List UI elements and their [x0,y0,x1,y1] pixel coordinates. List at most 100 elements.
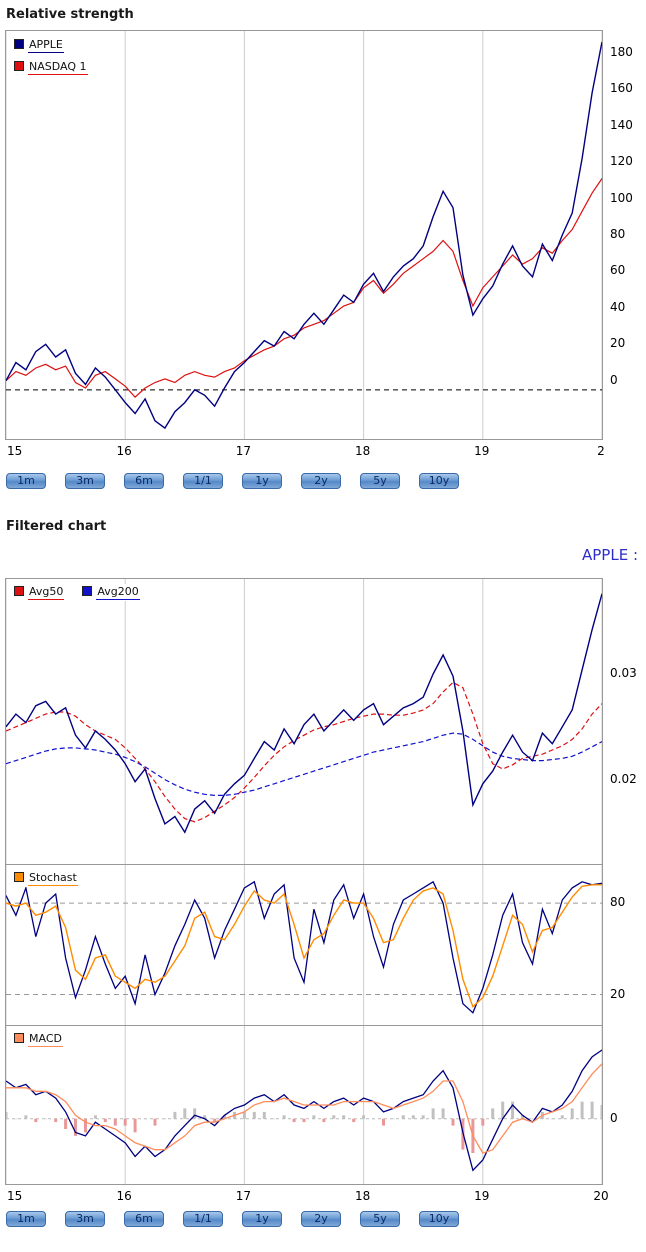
series-line-avg50 [6,681,602,823]
legend-item-nasdaq-1: NASDAQ 1 [12,59,90,76]
legend-label-nasdaq-1: NASDAQ 1 [28,60,88,75]
price-canvas [6,579,602,864]
macd-histogram-bar [74,1118,77,1136]
series-line-macd-line [6,1049,602,1172]
macd-histogram-bar [242,1111,246,1119]
legend-label-avg50: Avg50 [28,585,65,600]
relative-strength-legend: APPLE NASDAQ 1 [12,37,90,76]
macd-histogram-bar [292,1118,296,1123]
macd-histogram-bar [431,1108,435,1119]
range-button-1-1[interactable]: 1/1 [183,473,223,489]
macd-histogram-bar [391,1118,395,1120]
range-button-5y[interactable]: 5y [360,473,400,489]
y-axis-label: 80 [610,227,626,241]
filtered-chart-title: Filtered chart [6,519,107,534]
y-axis-label: 40 [610,299,626,314]
macd-histogram-bar [451,1118,455,1126]
relative-strength-title: Relative strength [6,7,134,22]
series-line-avg200 [6,732,602,796]
legend-label-apple: APPLE [28,38,64,53]
macd-histogram-bar [401,1115,405,1119]
symbol-label: APPLE : [581,546,638,564]
filtered-chart: Avg50 Avg200 Stochast MACD 0.03 0.02 80 20 0 15 1… [5,578,646,1210]
macd-histogram-bar [6,1111,8,1119]
macd-histogram-bar [262,1111,266,1119]
panel-stochastic: Stochast [6,865,602,1025]
legend-label-avg200: Avg200 [96,585,140,600]
macd-histogram-bar [560,1115,564,1119]
range-button-10y[interactable]: 10y [419,473,459,489]
macd-histogram-bar [491,1108,495,1119]
macd-histogram-bar [342,1115,346,1119]
macd-histogram-bar [322,1118,326,1123]
range-button-1y[interactable]: 1y [242,473,282,489]
range-button-2y[interactable]: 2y [301,1211,341,1227]
x-axis-label: 17 [235,1189,252,1203]
y-axis-label: 0 [610,1110,618,1125]
filtered-chart-plot: Avg50 Avg200 Stochast MACD [5,578,603,1185]
macd-histogram-bar [163,1118,167,1120]
macd-histogram-bar [133,1118,137,1133]
range-button-5y[interactable]: 5y [360,1211,400,1227]
macd-histogram-bar [93,1115,97,1119]
macd-histogram-bar [421,1115,425,1119]
macd-histogram-bar [481,1118,485,1126]
panel-price: Avg50 Avg200 [6,579,602,864]
y-axis-label: 0.02 [610,771,637,786]
x-axis-label: 16 [116,444,132,458]
x-axis-label: 16 [116,1189,132,1203]
y-axis-label: 120 [610,154,633,169]
range-button-3m[interactable]: 3m [65,473,105,489]
macd-histogram-bar [511,1101,515,1119]
series-line-apple [6,41,602,430]
relative-strength-plot: APPLE NASDAQ 1 [5,30,603,440]
range-button-6m[interactable]: 6m [124,473,164,489]
series-line-apple-price [6,593,602,834]
macd-histogram-bar [550,1118,554,1120]
macd-histogram-bar [143,1118,147,1120]
stochastic-legend: Stochast [12,870,80,887]
stochast-swatch-icon [14,872,24,882]
series-line-stochastic-d [6,884,602,1008]
range-button-1m[interactable]: 1m [6,473,46,489]
macd-histogram-bar [173,1111,177,1119]
x-axis-label: 19 [474,444,490,458]
macd-histogram-bar [332,1115,336,1119]
y-axis-label: 100 [610,190,633,205]
macd-swatch-icon [14,1033,24,1043]
panel-separator [6,1025,602,1026]
macd-histogram-bar [570,1108,574,1119]
range-button-1-1[interactable]: 1/1 [183,1211,223,1227]
macd-histogram-bar [203,1115,207,1119]
apple-swatch-icon [14,39,24,49]
macd-histogram-bar [34,1118,38,1123]
macd-histogram-bar [372,1118,375,1120]
range-button-2y[interactable]: 2y [301,473,341,489]
macd-histogram-bar [183,1108,187,1119]
macd-histogram-bar [64,1118,68,1129]
nasdaq-1-swatch-icon [14,61,24,71]
macd-histogram-bar [193,1108,197,1119]
macd-histogram-bar [103,1118,107,1123]
macd-histogram-bar [223,1115,226,1119]
y-axis-label: 60 [610,263,626,278]
stochastic-canvas [6,865,602,1025]
y-axis-label: 0.03 [610,666,637,680]
macd-histogram-bar [312,1115,316,1119]
range-button-3m[interactable]: 3m [65,1211,105,1227]
range-buttons-top: 1m 3m 6m 1/1 1y 2y 5y 10y [6,473,459,489]
macd-histogram-bar [501,1101,505,1119]
range-button-1y[interactable]: 1y [242,1211,282,1227]
macd-histogram-bar [411,1115,415,1119]
range-button-10y[interactable]: 10y [419,1211,459,1227]
macd-histogram-bar [123,1118,127,1126]
macd-histogram-bar [362,1115,366,1119]
range-button-1m[interactable]: 1m [6,1211,46,1227]
range-button-6m[interactable]: 6m [124,1211,164,1227]
legend-label-macd: MACD [28,1032,63,1047]
x-axis-label: 2 [597,444,605,458]
macd-histogram-bar [213,1118,217,1123]
macd-histogram-bar [302,1118,306,1123]
legend-item-stochast: Stochast [12,870,80,887]
